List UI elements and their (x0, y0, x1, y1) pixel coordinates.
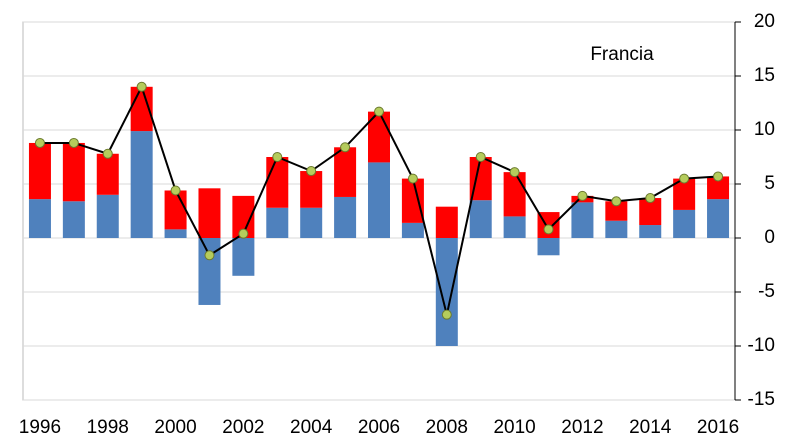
y-tick-label: 10 (754, 119, 775, 140)
x-tick-label: 2000 (154, 417, 196, 438)
y-tick-label: 15 (754, 65, 775, 86)
y-tick-label: 20 (754, 11, 775, 32)
line-marker (374, 106, 384, 117)
bar (673, 209, 696, 238)
bar (164, 190, 187, 230)
x-tick-label: 2012 (561, 417, 603, 438)
bar (469, 157, 492, 201)
line-marker (34, 137, 45, 148)
bar (639, 198, 662, 226)
bar (28, 199, 51, 238)
bar (435, 206, 458, 238)
line-marker (102, 148, 113, 159)
bar (130, 131, 153, 238)
line-marker (679, 173, 690, 184)
bar (300, 207, 323, 238)
x-tick-label: 1998 (87, 417, 129, 438)
x-tick-label: 2002 (222, 417, 264, 438)
bar (401, 222, 424, 238)
x-tick-label: 2008 (426, 417, 468, 438)
line-marker (713, 171, 724, 182)
line-marker (204, 250, 215, 261)
bar (605, 201, 628, 221)
bar (605, 220, 628, 238)
bar (96, 194, 119, 238)
bar (198, 238, 221, 305)
bar (401, 178, 424, 223)
bar (266, 157, 289, 208)
x-tick-label: 1996 (19, 417, 61, 438)
line-marker (136, 81, 147, 92)
line-marker (170, 185, 181, 196)
line-marker (340, 142, 351, 153)
x-tick-label: 2004 (290, 417, 333, 438)
y-tick-label: 5 (764, 173, 775, 194)
x-tick-label: 2016 (697, 417, 739, 438)
line-marker (272, 152, 283, 162)
bar (537, 238, 560, 256)
bar (164, 229, 187, 238)
bar (266, 207, 289, 238)
line-marker (306, 166, 317, 177)
bar (62, 142, 85, 202)
x-tick-label: 2010 (493, 417, 535, 438)
bar (334, 196, 357, 238)
bar (334, 147, 357, 197)
bar (571, 202, 594, 238)
bar (435, 238, 458, 346)
bar (503, 216, 526, 238)
bar (673, 178, 696, 210)
y-tick-label: 0 (764, 227, 775, 248)
line-marker (509, 167, 520, 178)
bar (198, 188, 221, 238)
bar (232, 195, 255, 238)
bar (28, 142, 51, 200)
annotation-box (565, 36, 680, 72)
line-marker (543, 224, 554, 235)
bar (469, 200, 492, 238)
bar (707, 176, 730, 200)
bar (707, 199, 730, 238)
bar (300, 171, 323, 208)
bar (639, 225, 662, 238)
x-tick-label: 2006 (358, 417, 400, 438)
y-tick-label: -5 (758, 281, 775, 302)
line-marker (645, 193, 656, 204)
bar (232, 238, 255, 276)
y-tick-label: -10 (748, 335, 775, 356)
bar (503, 172, 526, 217)
line-marker (238, 228, 249, 239)
line-marker (68, 137, 79, 148)
line-marker (611, 196, 622, 207)
line-marker (577, 190, 588, 201)
y-tick-label: -15 (748, 389, 775, 410)
line-marker (407, 173, 418, 184)
bar (368, 162, 390, 238)
x-tick-label: 2014 (629, 417, 672, 438)
bar (62, 201, 85, 238)
annotation: Francia (590, 44, 654, 65)
line-marker (475, 152, 486, 162)
line-marker (441, 309, 452, 320)
bar (96, 153, 119, 195)
